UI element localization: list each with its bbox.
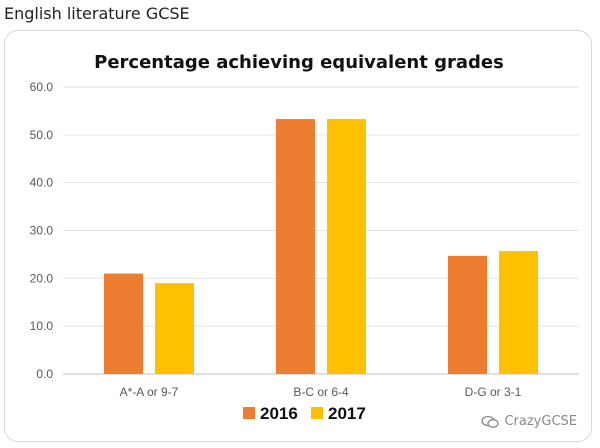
bar-2017-1 <box>327 119 366 374</box>
y-axis-ticks: 0.0 10.0 20.0 30.0 40.0 50.0 60.0 <box>30 80 54 381</box>
y-tick-label: 10.0 <box>30 319 54 333</box>
x-axis-ticks: A*-A or 9-7 B-C or 6-4 D-G or 3-1 <box>120 385 522 399</box>
y-tick-label: 40.0 <box>30 176 54 190</box>
x-tick-label: B-C or 6-4 <box>293 385 349 399</box>
watermark: CrazyGCSE <box>481 414 577 429</box>
x-tick-label: D-G or 3-1 <box>465 385 522 399</box>
bar-2017-0 <box>155 283 194 374</box>
x-tick-label: A*-A or 9-7 <box>120 385 179 399</box>
bar-chart: Percentage achieving equivalent grades 0… <box>30 52 579 423</box>
bars <box>104 119 538 374</box>
legend-swatch-2017 <box>311 407 323 419</box>
chart-title: Percentage achieving equivalent grades <box>94 52 504 73</box>
bar-2016-1 <box>276 119 315 374</box>
legend-label-2017: 2017 <box>328 404 366 423</box>
bar-2016-2 <box>448 255 487 374</box>
y-tick-label: 20.0 <box>30 271 54 285</box>
y-tick-label: 60.0 <box>30 80 54 94</box>
y-tick-label: 30.0 <box>30 224 54 238</box>
watermark-text: CrazyGCSE <box>504 414 577 429</box>
y-tick-label: 50.0 <box>30 128 54 142</box>
bar-2017-2 <box>499 251 538 374</box>
legend: 2016 2017 <box>243 404 366 423</box>
gridlines <box>63 86 579 375</box>
bar-2016-0 <box>104 273 143 374</box>
legend-label-2016: 2016 <box>260 404 298 423</box>
y-tick-label: 0.0 <box>36 367 53 381</box>
chart-card: Percentage achieving equivalent grades 0… <box>4 30 592 442</box>
legend-swatch-2016 <box>243 407 255 419</box>
chat-bubbles-icon <box>481 415 500 428</box>
page-heading: English literature GCSE <box>4 4 190 23</box>
